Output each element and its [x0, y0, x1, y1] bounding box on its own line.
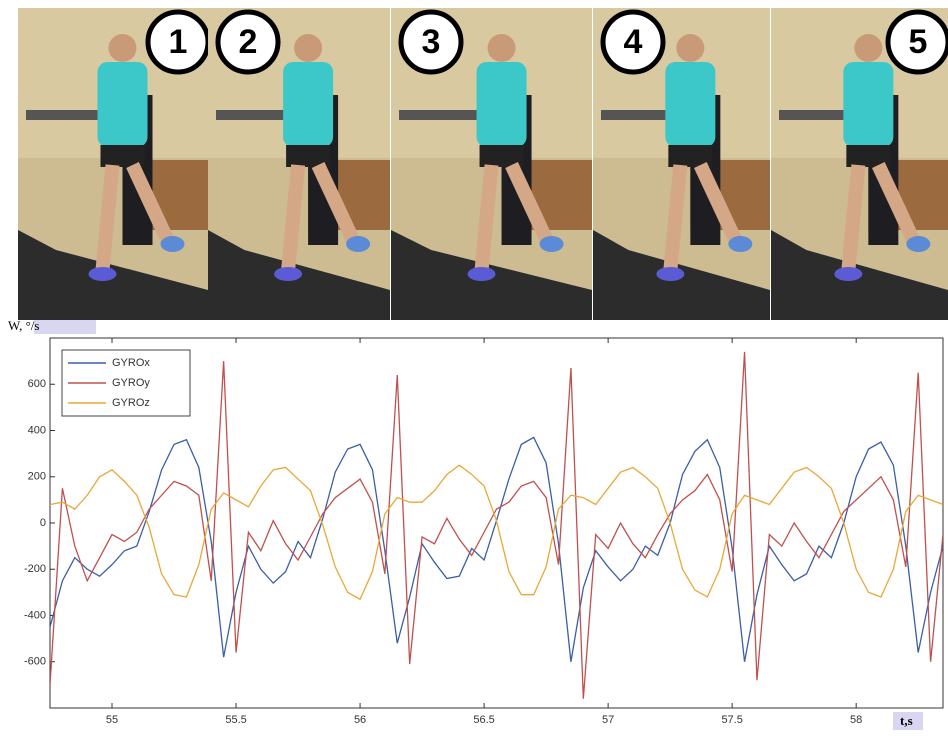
runner-head [676, 34, 704, 62]
frame-number: 1 [169, 23, 188, 61]
shoe [346, 236, 370, 252]
photo-frame: 1 [18, 8, 208, 320]
runner-shirt [477, 62, 527, 147]
y-tick-label: 400 [28, 424, 46, 436]
runner-shirt [98, 62, 148, 147]
photo-frame: 3 [391, 8, 592, 320]
runner-head [488, 34, 516, 62]
runner-leg [288, 165, 298, 270]
runner-shirt [665, 62, 715, 147]
runner-leg [103, 165, 113, 270]
runner-leg [848, 165, 858, 270]
x-tick-label: 56 [354, 714, 366, 726]
x-axis-label: t,s [900, 713, 913, 728]
shoe [656, 267, 684, 281]
photo-frame: 5 [771, 8, 948, 320]
label-highlight [34, 320, 96, 334]
shoe [468, 267, 496, 281]
y-axis-label: W, °/s [8, 318, 39, 333]
y-tick-label: -200 [24, 563, 46, 575]
runner-head [294, 34, 322, 62]
shoe [274, 267, 302, 281]
shoe [906, 236, 930, 252]
x-tick-label: 55.5 [225, 714, 246, 726]
runner-shirt [843, 62, 893, 147]
x-tick-label: 57.5 [721, 714, 742, 726]
frame-number: 3 [422, 23, 441, 61]
legend: GYROx GYROy GYROz [62, 350, 190, 416]
y-tick-label: -600 [24, 656, 46, 668]
runner-leg [670, 165, 680, 270]
frame-number: 2 [239, 23, 258, 61]
photo-frame: 2 [208, 8, 390, 320]
photo-strip: 1 2 3 4 5 [18, 8, 948, 320]
shoe [89, 267, 117, 281]
runner-head [109, 34, 137, 62]
x-tick-label: 56.5 [473, 714, 494, 726]
legend-label: GYROy [112, 377, 150, 389]
runner-leg [482, 165, 492, 270]
y-tick-label: 0 [40, 517, 46, 529]
runner-head [854, 34, 882, 62]
x-tick-label: 57 [602, 714, 614, 726]
x-tick-label: 58 [850, 714, 862, 726]
y-tick-label: 200 [28, 471, 46, 483]
x-tick-label: 55 [106, 714, 118, 726]
figure: 1 2 3 4 5 W, °/s t,s -600 -400 -200 0 200 400 600 5… [0, 0, 948, 738]
legend-label: GYROz [112, 397, 150, 409]
shoe [161, 236, 185, 252]
frame-number: 5 [909, 23, 928, 61]
y-tick-label: -400 [24, 609, 46, 621]
shoe [834, 267, 862, 281]
shoe [728, 236, 752, 252]
y-tick-label: 600 [28, 378, 46, 390]
photo-frame: 4 [593, 8, 770, 320]
legend-label: GYROx [112, 357, 150, 369]
frame-number: 4 [624, 23, 643, 61]
shoe [540, 236, 564, 252]
page: 1 2 3 4 5 W, °/s t,s -600 -400 -200 0 200 400 600 5… [0, 0, 948, 738]
runner-shirt [283, 62, 333, 147]
